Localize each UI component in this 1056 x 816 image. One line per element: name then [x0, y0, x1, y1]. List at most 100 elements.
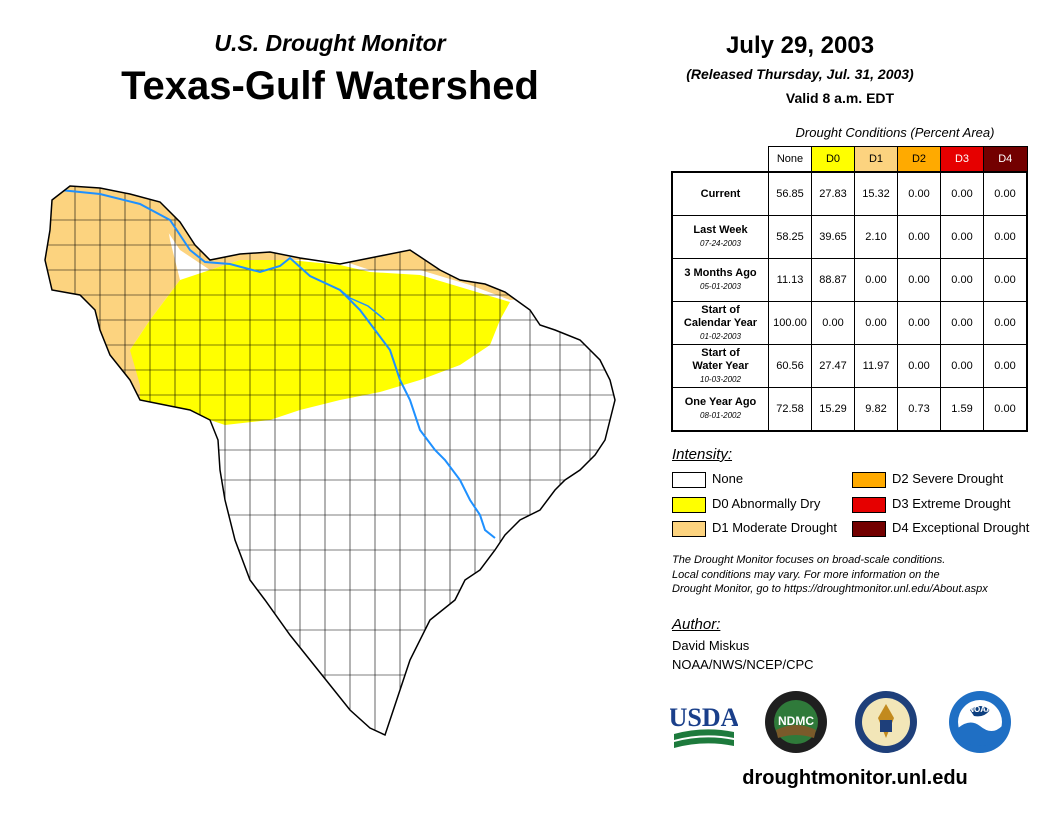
col-header: None [768, 146, 812, 173]
table-cell: 2.10 [854, 215, 898, 259]
row-date: 07-24-2003 [700, 239, 741, 248]
row-label-line: Start of [701, 346, 740, 359]
table-body: Current 56.85 27.83 15.32 0.00 0.00 0.00 Last W… [671, 171, 1028, 432]
legend-swatch [672, 471, 706, 488]
row-date: 05-01-2003 [700, 282, 741, 291]
row-label: Last Week 07-24-2003 [671, 215, 769, 259]
table-row: 3 Months Ago 05-01-2003 11.13 88.87 0.00 0.00… [671, 258, 1028, 302]
map-date: July 29, 2003 [725, 32, 875, 59]
table-cell: 88.87 [811, 258, 855, 302]
row-label-line: Last Week [693, 224, 748, 236]
row-label: Start of Water Year 10-03-2002 [671, 344, 769, 388]
table-cell: 0.00 [940, 344, 984, 388]
table-cell: 11.97 [854, 344, 898, 388]
row-date: 10-03-2002 [700, 374, 741, 384]
table-row: Start of Calendar Year 01-02-2003 100.00 0.0… [671, 301, 1028, 345]
table-cell: 0.00 [940, 301, 984, 345]
table-cell: 27.47 [811, 344, 855, 388]
row-label: Start of Calendar Year 01-02-2003 [671, 301, 769, 345]
table-cell: 39.65 [811, 215, 855, 259]
table-cell: 0.00 [897, 301, 941, 345]
table-cell: 0.00 [897, 258, 941, 302]
map-title: Texas-Gulf Watershed [121, 64, 539, 108]
row-date: 01-02-2003 [700, 331, 741, 341]
table-cell: 0.00 [811, 301, 855, 345]
row-date: 08-01-2002 [700, 411, 741, 420]
table-cell: 0.00 [854, 258, 898, 302]
row-label: 3 Months Ago 05-01-2003 [671, 258, 769, 302]
table-row: Current 56.85 27.83 15.32 0.00 0.00 0.00 [671, 171, 1028, 216]
map-subtitle: U.S. Drought Monitor [214, 30, 446, 56]
col-header: D0 [811, 146, 855, 173]
legend-label: D1 Moderate Drought [712, 520, 838, 535]
table-cell: 0.00 [983, 387, 1028, 432]
table-cell: 0.00 [940, 258, 984, 302]
table-cell: 56.85 [768, 171, 812, 216]
table-row: One Year Ago 08-01-2002 72.58 15.29 9.82 0.73… [671, 387, 1028, 432]
disclaimer-line: The Drought Monitor focuses on broad-sca… [672, 554, 946, 566]
table-cell: 58.25 [768, 215, 812, 259]
legend-item-d1: D1 Moderate Drought [672, 520, 838, 537]
legend-item-d2: D2 Severe Drought [852, 471, 1003, 488]
row-label-line: 3 Months Ago [684, 267, 757, 279]
row-label-line: One Year Ago [684, 396, 757, 408]
row-label-line: Current [700, 187, 741, 200]
commerce-seal-icon [855, 691, 917, 753]
legend-item-d0: D0 Abnormally Dry [672, 496, 821, 513]
table-cell: 100.00 [768, 301, 812, 345]
valid-time: Valid 8 a.m. EDT [785, 90, 895, 106]
author-org: NOAA/NWS/NCEP/CPC [672, 657, 814, 672]
website-link[interactable]: droughtmonitor.unl.edu [742, 767, 968, 789]
table-cell: 0.00 [940, 215, 984, 259]
release-date: (Released Thursday, Jul. 31, 2003) [686, 66, 914, 82]
table-cell: 0.00 [983, 301, 1028, 345]
disclaimer: The Drought Monitor focuses on broad-sca… [672, 553, 1042, 597]
row-label-line: Water Year [692, 359, 749, 372]
legend-label: None [712, 471, 744, 486]
ndmc-logo-icon: NDMC [765, 691, 827, 753]
table-cell: 0.00 [983, 171, 1028, 216]
legend-swatch [852, 471, 886, 488]
table-cell: 60.56 [768, 344, 812, 388]
col-header: D4 [983, 146, 1028, 173]
table-cell: 0.00 [940, 171, 984, 216]
legend-item-d4: D4 Exceptional Drought [852, 520, 1030, 537]
table-cell: 0.00 [897, 344, 941, 388]
table-cell: 0.00 [983, 258, 1028, 302]
legend-label: D3 Extreme Drought [892, 496, 1011, 511]
river-tributary [339, 289, 386, 321]
author-name: David Miskus [672, 638, 750, 653]
table-caption: Drought Conditions (Percent Area) [795, 125, 995, 140]
disclaimer-line: Local conditions may vary. For more info… [672, 568, 940, 581]
ndmc-logo-text: NDMC [778, 714, 814, 728]
usda-logo-text: USDA [670, 703, 738, 732]
river-trinity [59, 189, 496, 539]
table-cell: 1.59 [940, 387, 984, 432]
legend-label: D0 Abnormally Dry [712, 496, 821, 511]
row-label-line: Start of [701, 303, 740, 316]
row-label: One Year Ago 08-01-2002 [671, 387, 769, 432]
legend-item-none: None [672, 471, 744, 488]
legend-title: Intensity: [672, 446, 733, 463]
table-cell: 0.00 [983, 215, 1028, 259]
legend-item-d3: D3 Extreme Drought [852, 496, 1011, 513]
table-cell: 15.29 [811, 387, 855, 432]
table-row: Start of Water Year 10-03-2002 60.56 27.47 11… [671, 344, 1028, 388]
table-header-row: None D0 D1 D2 D3 D4 [672, 146, 1028, 173]
col-header: D1 [854, 146, 898, 173]
table-cell: 9.82 [854, 387, 898, 432]
row-label-line: Calendar Year [683, 316, 758, 329]
table-cell: 11.13 [768, 258, 812, 302]
table-cell: 0.00 [854, 301, 898, 345]
drought-conditions-table: None D0 D1 D2 D3 D4 Current 56.85 27.83 15.… [671, 146, 1028, 432]
table-cell: 0.73 [897, 387, 941, 432]
noaa-logo-text: NOAA [968, 705, 992, 714]
legend-label: D4 Exceptional Drought [892, 520, 1030, 535]
usda-logo-icon: USDA [670, 703, 738, 748]
legend-swatch [672, 520, 706, 537]
table-cell: 27.83 [811, 171, 855, 216]
table-corner [672, 147, 769, 173]
col-header: D3 [940, 146, 984, 173]
legend-swatch [852, 520, 886, 537]
table-row: Last Week 07-24-2003 58.25 39.65 2.10 0.00 0.0… [671, 215, 1028, 259]
